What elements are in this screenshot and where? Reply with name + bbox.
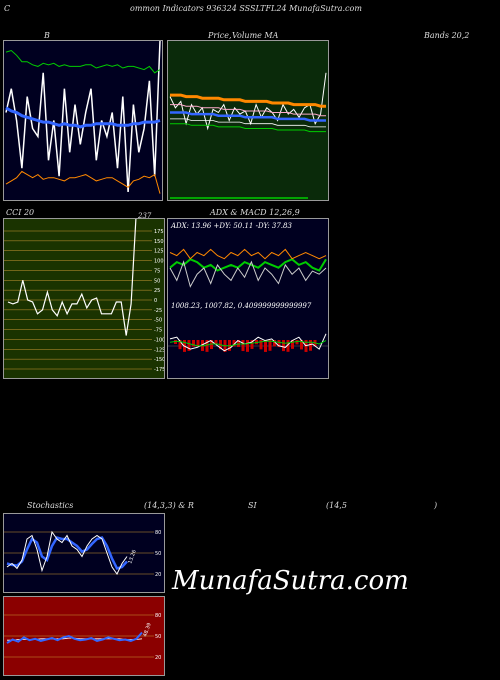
price-ma-chart [169, 72, 327, 199]
stoch-chart: 80 50 20 13.26 [4, 530, 161, 578]
price-ma-panel [167, 40, 329, 201]
macd-histogram-bar [300, 340, 303, 350]
macd-histogram-bar [178, 340, 182, 350]
macd-histogram-bar [192, 340, 195, 347]
cci-tick-label: 175 [154, 229, 164, 235]
cci-label: CCI 20 [6, 208, 35, 217]
price-ma-label: Price, [208, 31, 232, 40]
macd-histogram-bar [187, 340, 191, 351]
bollinger-chart [5, 41, 161, 194]
macd-histogram-bar [196, 340, 200, 347]
bb-series-line [5, 106, 161, 129]
cci-tick-label: -50 [154, 318, 162, 324]
stoch-value-label: 13.26 [127, 549, 138, 565]
brand-watermark: MunafaSutra.com [172, 566, 409, 596]
rsi-tick-label: 20 [155, 655, 161, 661]
adx-orange-line [169, 248, 327, 260]
cci-tick-label: -175 [154, 367, 164, 373]
stoch-tick-label: 80 [155, 530, 161, 536]
cci-line [7, 219, 137, 336]
cci-tick-label: 100 [154, 259, 164, 265]
rsi-tick-label: 80 [155, 613, 161, 619]
bb-label: B [44, 31, 50, 40]
adx-label: ADX & MACD 12,26,9 [210, 208, 300, 217]
macd-histogram-bar [214, 340, 218, 345]
macd-histogram-bar [309, 340, 312, 351]
bollinger-panel [3, 40, 163, 201]
cci-tick-label: 0 [154, 298, 157, 304]
pma-series-line [170, 111, 326, 122]
macd-histogram-bar [237, 340, 240, 347]
adx-macd-chart: ADX: 13.96 +DY: 50.11 -DY: 37.83 1008.23,… [168, 222, 328, 352]
cci-panel: 175 150 125 100 75 50 25 0 -25 -50 -75 -100 -125 -150… [3, 218, 165, 379]
adx-green-line [169, 258, 327, 272]
rsi-params-label: (14,5 [326, 501, 347, 510]
macd-histogram-bar [246, 340, 249, 352]
macd-histogram-bar [268, 340, 272, 351]
cci-tick-label: -100 [154, 337, 164, 343]
bb-series-line [5, 170, 161, 194]
pma-series-line [170, 93, 326, 108]
macd-histogram-bar [286, 340, 290, 352]
macd-histogram-bar [250, 340, 254, 349]
cci-tick-label: -150 [154, 357, 164, 363]
pma-ma-line [170, 118, 326, 128]
cci-tick-label: 75 [154, 268, 160, 274]
cci-tick-label: 125 [154, 249, 164, 255]
pma-ma-line [170, 104, 326, 117]
cci-chart: 175 150 125 100 75 50 25 0 -25 -50 -75 -100 -125 -150… [4, 219, 164, 373]
macd-histogram-bar [295, 340, 299, 345]
volume-ma-label: Volume MA [232, 31, 279, 40]
cci-tick-label: 150 [154, 239, 164, 245]
adx-readout: ADX: 13.96 +DY: 50.11 -DY: 37.83 [170, 222, 292, 230]
cci-value-label: 237 [138, 212, 152, 220]
cci-tick-label: -125 [154, 347, 164, 353]
macd-histogram-bar [291, 340, 294, 349]
macd-readout: 1008.23, 1007.82, 0.409999999999997 [171, 302, 312, 310]
rsi-close-label: ) [434, 501, 438, 510]
rsi-label: SI [248, 501, 257, 510]
cci-tick-label: -75 [154, 328, 162, 334]
bb-series-line [5, 41, 161, 193]
adx-macd-panel: ADX: 13.96 +DY: 50.11 -DY: 37.83 1008.23,… [167, 218, 329, 379]
macd-histogram-bar [241, 340, 245, 352]
stoch-k-line [6, 530, 128, 575]
rsi-value-label: 48.39 [142, 622, 153, 638]
bands-label: Bands 20,2 [424, 31, 470, 40]
stoch-d-line [6, 536, 128, 570]
stoch-panel: 80 50 20 13.26 [3, 513, 165, 593]
bb-series-line [5, 49, 161, 74]
header-c: C [4, 4, 11, 13]
adx-white-line [169, 260, 327, 288]
macd-histogram-bar [282, 340, 285, 352]
stoch-tick-label: 20 [155, 572, 161, 578]
cci-tick-label: 25 [154, 288, 160, 294]
macd-signal-line [169, 340, 327, 347]
rsi-line [6, 631, 143, 644]
cci-tick-label: 50 [154, 278, 160, 284]
stoch-params-label: (14,3,3) & R [144, 501, 194, 510]
macd-histogram-bar [259, 340, 263, 350]
cci-tick-label: -25 [154, 308, 162, 314]
macd-histogram-bar [232, 340, 236, 347]
stoch-tick-label: 50 [155, 551, 161, 557]
macd-histogram-bar [273, 340, 276, 347]
macd-histogram-bar [277, 340, 281, 348]
stoch-label: Stochastics [27, 501, 74, 510]
page-title: ommon Indicators 936324 SSSLTFL24 Munafa… [130, 4, 362, 13]
rsi-panel: 80 50 20 48.39 [3, 596, 165, 676]
macd-histogram-bar [174, 340, 177, 344]
rsi-tick-label: 50 [155, 634, 161, 640]
rsi-chart: 80 50 20 48.39 [4, 613, 161, 661]
macd-histogram-bar [210, 340, 213, 350]
macd-histogram-bar [205, 340, 209, 352]
macd-histogram-bar [264, 340, 267, 352]
pma-ma-line [170, 123, 326, 133]
